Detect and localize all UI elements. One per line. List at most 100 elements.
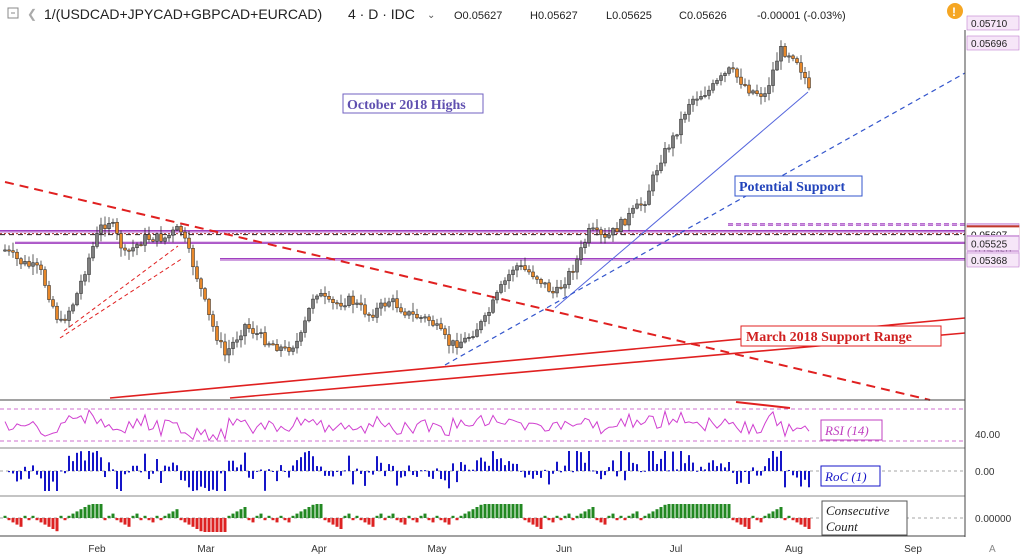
roc-bar xyxy=(224,471,226,491)
candle-body xyxy=(779,46,783,62)
roc-bar xyxy=(396,471,398,486)
roc-bar xyxy=(432,471,434,479)
zone-1 xyxy=(0,230,965,232)
candle-body xyxy=(567,271,571,285)
candle-body xyxy=(287,347,291,352)
cc-bar xyxy=(375,515,379,518)
candle-body xyxy=(295,340,299,349)
roc-bar xyxy=(736,471,738,485)
roc-bar xyxy=(412,471,414,476)
cc-bar xyxy=(431,518,435,523)
cc-bar xyxy=(163,515,167,518)
roc-bar xyxy=(540,471,542,478)
roc-bar xyxy=(732,471,734,473)
candle-body xyxy=(107,223,111,229)
candle-body xyxy=(91,246,95,259)
roc-bar xyxy=(360,471,362,474)
roc-bar xyxy=(456,471,458,483)
chart-header: ❮ 1/(USDCAD+JPYCAD+GBPCAD+EURCAD) 4 · D … xyxy=(7,3,963,22)
roc-bar xyxy=(152,471,154,474)
cc-bar xyxy=(279,515,283,518)
cc-bar xyxy=(427,518,431,521)
candle-body xyxy=(723,73,727,76)
cc-bar xyxy=(747,518,751,529)
cc-bar xyxy=(439,518,443,521)
roc-bar xyxy=(708,462,710,471)
candle-body xyxy=(131,247,135,252)
candle-body xyxy=(375,307,379,318)
price-label-bg xyxy=(966,35,1020,51)
roc-label: RoC (1) xyxy=(824,469,867,484)
cc-bar xyxy=(647,513,651,518)
cc-bar xyxy=(623,518,627,521)
candle-body xyxy=(347,295,351,306)
roc-bar xyxy=(808,471,810,488)
roc-bar xyxy=(496,459,498,471)
cc-bar xyxy=(595,518,599,521)
roc-bar xyxy=(800,471,802,487)
cc-bar xyxy=(771,511,775,518)
roc-bar xyxy=(36,471,38,475)
cc-bar xyxy=(275,518,279,523)
x-tick-mar: Mar xyxy=(197,544,215,555)
roc-bar xyxy=(212,471,214,490)
candle-body xyxy=(63,318,67,321)
cc-bar xyxy=(507,504,511,518)
candle-body xyxy=(643,204,647,206)
roc-bar xyxy=(280,465,282,471)
roc-bar xyxy=(428,471,430,477)
roc-bar xyxy=(144,453,146,471)
roc-bar xyxy=(364,471,366,486)
cc-bar xyxy=(79,509,83,518)
annotations: October 2018 Highs Potential Support Mar… xyxy=(342,93,942,347)
cc-bar xyxy=(59,515,63,518)
roc-bar xyxy=(524,471,526,478)
candle-body xyxy=(315,295,319,300)
chevron-down-icon[interactable]: ⌄ xyxy=(427,10,435,21)
collapse-icon[interactable] xyxy=(7,7,19,19)
roc-bar xyxy=(104,471,106,478)
roc-bar xyxy=(256,470,258,472)
cc-bar xyxy=(551,518,555,523)
price-label-0.05696: 0.05696 xyxy=(971,39,1008,50)
chevron-left-icon[interactable]: ❮ xyxy=(27,7,37,21)
candle-body xyxy=(207,298,211,315)
roc-bar xyxy=(464,464,466,471)
candle-body xyxy=(27,261,31,267)
cc-bar xyxy=(379,513,383,518)
candle-body xyxy=(359,302,363,306)
candle-body xyxy=(119,233,123,249)
cc-bar xyxy=(27,518,31,521)
cc-bar xyxy=(411,518,415,521)
roc-bar xyxy=(276,471,278,482)
candle-body xyxy=(175,226,179,231)
candle-body xyxy=(411,311,415,315)
cc-bar xyxy=(607,515,611,518)
candle-body xyxy=(39,264,43,270)
potential-support-line xyxy=(444,72,966,366)
roc-pane: RoC (1) 0.00 xyxy=(0,451,995,491)
cc-bar xyxy=(627,515,631,518)
cc-bar xyxy=(391,513,395,518)
cc-bar xyxy=(723,504,727,518)
cc-bar xyxy=(463,513,467,518)
rsi-label: RSI (14) xyxy=(824,423,869,438)
candle-body xyxy=(87,257,91,275)
roc-bar xyxy=(536,471,538,475)
cc-bar xyxy=(563,515,567,518)
candle-body xyxy=(11,250,15,253)
rsi-label-box xyxy=(820,419,883,441)
roc-bar xyxy=(616,471,618,477)
cc-bar xyxy=(535,518,539,527)
alert-icon[interactable] xyxy=(947,3,963,19)
low-value: L0.05625 xyxy=(606,10,652,22)
roc-bar xyxy=(664,451,666,471)
cc-bar xyxy=(215,518,219,532)
roc-bar xyxy=(208,471,210,491)
cc-bar xyxy=(659,507,663,518)
cc-bar xyxy=(475,507,479,518)
cc-bar xyxy=(655,509,659,518)
candle-body xyxy=(383,302,387,307)
auto-scale-icon[interactable]: A xyxy=(989,544,996,555)
